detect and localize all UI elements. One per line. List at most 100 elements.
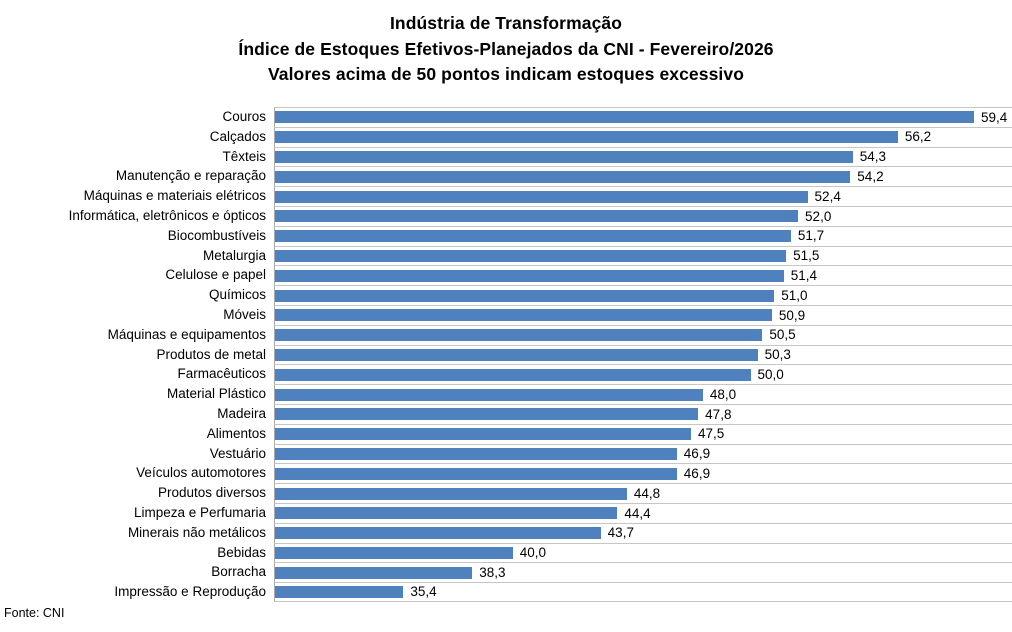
chart-row: Máquinas e materiais elétricos 52,4: [0, 186, 1012, 206]
chart-row: Bebidas 40,0: [0, 542, 1012, 563]
bar: [275, 368, 751, 381]
chart-row: Máquinas e equipamentos 50,5: [0, 324, 1012, 345]
bar: [275, 408, 699, 421]
category-label: Impressão e Reprodução: [114, 584, 266, 600]
value-label: 59,4: [980, 109, 1008, 125]
bar: [275, 527, 601, 540]
plot-row: 46,9: [274, 443, 1012, 464]
value-label: 51,0: [781, 287, 808, 303]
chart-row: Impressão e Reprodução 35,4: [0, 582, 1012, 602]
chart-row: Veículos automotores 46,9: [0, 463, 1012, 484]
bar: [275, 546, 513, 559]
value-label: 46,9: [683, 446, 711, 462]
category-label: Têxteis: [222, 148, 266, 164]
chart-row: Celulose e papel 51,4: [0, 265, 1012, 286]
chart-row: Couros 59,4: [0, 107, 1012, 127]
chart-row: Químicos 51,0: [0, 285, 1012, 305]
value-label: 38,3: [479, 564, 506, 580]
bar: [275, 289, 775, 302]
value-label: 48,0: [709, 386, 737, 402]
value-label: 56,2: [904, 129, 932, 145]
plot-row: 51,0: [274, 285, 1012, 305]
plot-row: 54,2: [274, 166, 1012, 187]
plot-row: 56,2: [274, 126, 1012, 147]
bar: [275, 487, 627, 500]
chart-row: Produtos de metal 50,3: [0, 344, 1012, 365]
value-label: 47,5: [698, 426, 725, 442]
value-label: 51,4: [790, 268, 818, 284]
value-label: 44,8: [633, 485, 661, 501]
chart-row: Limpeza e Perfumaria 44,4: [0, 502, 1012, 523]
chart-row: Metalurgia 51,5: [0, 245, 1012, 266]
chart-row: Calçados 56,2: [0, 126, 1012, 147]
chart-row: Vestuário 46,9: [0, 443, 1012, 464]
value-label: 35,4: [410, 584, 437, 600]
value-label: 50,5: [769, 327, 796, 343]
value-label: 50,0: [757, 367, 784, 382]
category-label: Produtos de metal: [156, 346, 266, 362]
category-label: Alimentos: [206, 425, 266, 441]
category-label: Calçados: [209, 128, 266, 144]
bar-chart: Couros 59,4 Calçados 56,2 Têxteis 54,3 Manuten…: [0, 107, 1012, 602]
value-label: 51,5: [793, 248, 820, 264]
bar: [275, 329, 763, 342]
category-label: Celulose e papel: [165, 267, 266, 283]
chart-title-line-2: Índice de Estoques Efetivos-Planejados d…: [238, 38, 774, 59]
plot-row: 38,3: [274, 562, 1012, 583]
bar: [275, 566, 473, 579]
source-note: Fonte: CNI: [4, 606, 65, 620]
chart-row: Têxteis 54,3: [0, 146, 1012, 167]
value-label: 50,3: [764, 347, 791, 363]
bar: [275, 249, 787, 262]
category-label: Madeira: [217, 405, 266, 421]
plot-row: 50,3: [274, 344, 1012, 365]
bar: [275, 348, 758, 361]
plot-row: 54,3: [274, 146, 1012, 167]
plot-row: 51,7: [274, 225, 1012, 246]
category-label: Minerais não metálicos: [127, 524, 266, 540]
plot-row: 43,7: [274, 522, 1012, 543]
chart-title-line-1: Indústria de Transformação: [389, 13, 623, 33]
chart-title-block: Indústria de Transformação Índice de Est…: [0, 11, 1012, 88]
plot-row: 44,8: [274, 483, 1012, 503]
value-label: 50,9: [778, 307, 806, 323]
value-label: 44,4: [624, 505, 651, 521]
chart-row: Minerais não metálicos 43,7: [0, 522, 1012, 543]
bar: [275, 111, 974, 124]
chart-row: Material Plástico 48,0: [0, 384, 1012, 404]
bar: [275, 586, 404, 599]
chart-row: Farmacêuticos 50,0: [0, 364, 1012, 385]
chart-row: Móveis 50,9: [0, 304, 1012, 325]
value-label: 51,7: [797, 228, 825, 244]
bar: [275, 388, 703, 401]
plot-row: 51,5: [274, 245, 1012, 266]
bar: [275, 447, 677, 460]
category-label: Químicos: [208, 287, 266, 303]
category-label: Veículos automotores: [136, 465, 266, 481]
plot-row: 52,4: [274, 186, 1012, 206]
category-label: Metalurgia: [202, 247, 266, 263]
category-label: Máquinas e materiais elétricos: [83, 188, 266, 204]
chart-row: Madeira 47,8: [0, 403, 1012, 424]
category-label: Couros: [222, 109, 266, 124]
category-label: Biocombustíveis: [167, 227, 266, 243]
plot-row: 47,5: [274, 423, 1012, 444]
bar: [275, 170, 851, 183]
value-label: 54,2: [857, 169, 884, 185]
bar: [275, 131, 898, 144]
category-label: Farmacêuticos: [177, 366, 266, 382]
plot-row: 51,4: [274, 265, 1012, 286]
chart-row: Informática, eletrônicos e ópticos 52,0: [0, 205, 1012, 226]
chart-row: Biocombustíveis 51,7: [0, 225, 1012, 246]
category-label: Material Plástico: [166, 386, 266, 402]
chart-row: Borracha 38,3: [0, 562, 1012, 583]
bar: [275, 467, 677, 480]
category-label: Vestuário: [209, 445, 266, 461]
value-label: 40,0: [519, 545, 547, 561]
plot-row: 52,0: [274, 205, 1012, 226]
plot-row: 50,0: [274, 364, 1012, 385]
category-label: Móveis: [223, 306, 266, 322]
category-label: Borracha: [211, 564, 266, 580]
category-label: Limpeza e Perfumaria: [133, 504, 266, 520]
bar: [275, 428, 692, 441]
